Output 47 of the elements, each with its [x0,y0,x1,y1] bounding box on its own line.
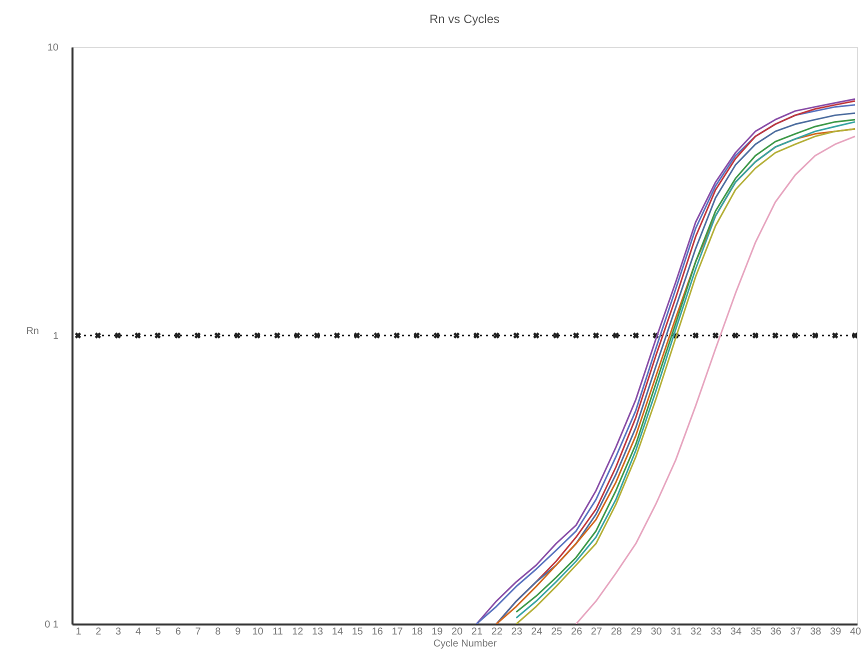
x-tick-label: 36 [770,626,782,638]
y-tick-label: 0 1 [44,620,59,630]
x-tick-label: 38 [810,626,822,638]
line-series [575,136,856,624]
x-tick-label: 5 [155,626,162,638]
x-tick-label: 29 [630,626,642,638]
y-tick-label: 10 [47,42,59,54]
x-tick-label: 17 [392,626,404,638]
x-tick-label: 15 [352,626,364,638]
x-tick-label: 13 [312,626,324,638]
x-tick-label: 11 [272,626,284,638]
x-tick-label: 33 [710,626,722,638]
x-tick-label: 12 [292,626,304,638]
x-tick-label: 1 [76,626,82,638]
x-tick-label: 19 [432,626,444,638]
y-tick-label: 1 [52,331,59,342]
x-tick-label: 7 [195,626,202,638]
x-tick-label: 25 [551,626,563,638]
x-tick-label: 4 [135,626,142,638]
x-tick-label: 39 [830,626,842,638]
x-tick-label: 10 [252,626,264,638]
x-tick-label: 35 [750,626,762,638]
x-tick-label: 14 [332,626,344,638]
x-tick-label: 20 [451,626,464,638]
chart-title: Rn vs Cycles [429,12,500,26]
x-tick-label: 37 [790,626,802,638]
x-tick-label: 26 [571,626,583,638]
x-tick-label: 8 [215,626,222,638]
x-tick-label: 3 [116,626,122,638]
x-tick-label: 31 [670,626,682,638]
x-tick-label: 23 [511,626,523,638]
x-tick-label: 24 [531,626,543,638]
x-tick-label: 27 [590,626,602,638]
y-axis-title: Rn [26,326,39,337]
x-tick-label: 28 [610,626,622,638]
x-tick-label: 30 [650,626,662,638]
x-tick-label: 34 [730,626,742,638]
x-tick-label: 2 [96,626,102,638]
x-tick-label: 18 [412,626,424,638]
x-tick-label: 21 [471,626,483,638]
x-tick-label: 32 [690,626,702,638]
x-tick-label: 9 [235,626,242,638]
x-tick-label: 16 [372,626,384,638]
x-tick-label: 6 [175,626,182,638]
x-axis-title: Cycle Number [433,638,498,650]
x-tick-label: 40 [850,626,862,638]
x-tick-label: 22 [491,626,503,638]
